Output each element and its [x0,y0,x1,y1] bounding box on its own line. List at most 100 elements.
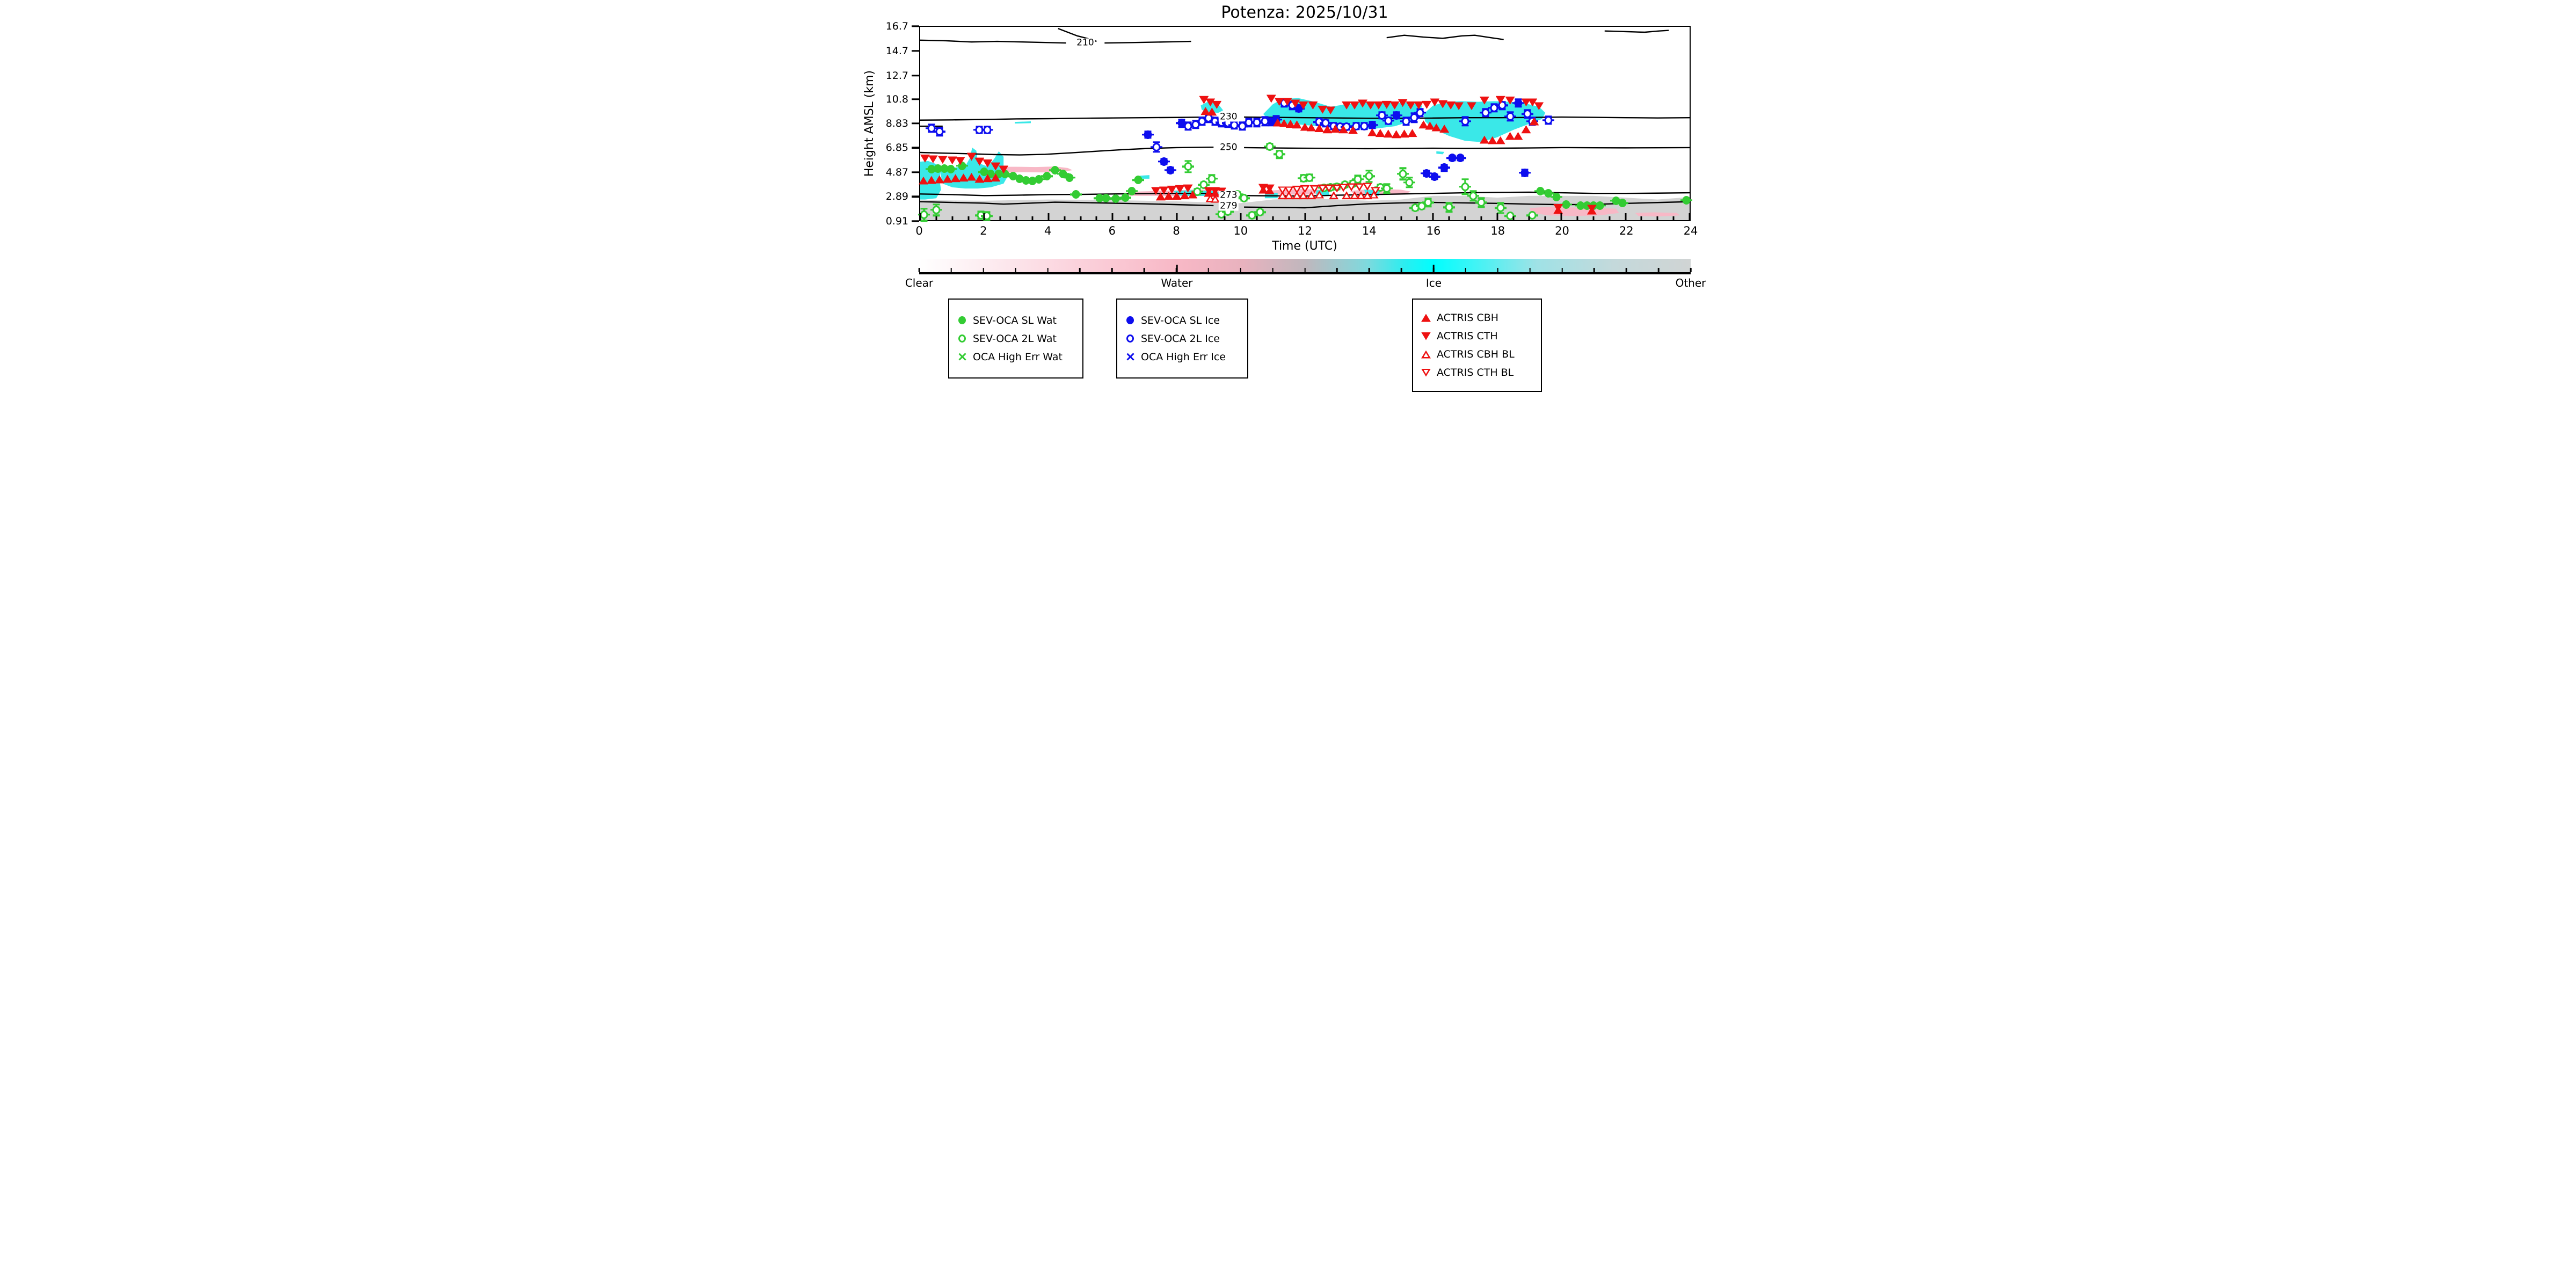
y-tick-label: 4.87 [885,166,908,178]
legend-item: OCA High Err Wat [957,351,1075,363]
x-tick-label: 10 [1233,224,1248,237]
x-tick-label: 16 [1426,224,1441,237]
colorbar-minor-tick [1047,268,1049,272]
x-minor-tick [1272,216,1274,220]
x-minor-tick [1480,216,1482,220]
colorbar-label-ice: Ice [1425,276,1442,289]
plot-area: 210 230 250 273 279 [918,26,1693,222]
errorbar-cap [1406,176,1413,179]
colorbar-minor-tick [918,268,920,272]
y-tick-label: 6.85 [885,142,908,154]
x-minor-tick [1015,216,1017,220]
errorbar-cap [1497,202,1504,204]
colorbar-minor-tick [1143,268,1145,272]
y-major-tick [912,122,919,125]
legend-marker-bo-icon [1125,333,1136,344]
y-major-tick [912,171,919,173]
contour-line-210 [920,40,1066,43]
marker-go [1469,191,1478,200]
figure-title: Potenza: 2025/10/31 [1221,3,1388,22]
marker-go [1506,212,1515,221]
marker-gf [1102,194,1110,203]
marker-bf [1368,120,1377,129]
y-tick-label: 2.89 [885,191,908,203]
legend-label: SEV-OCA 2L Wat [973,332,1057,345]
legend-marker-bx-icon [1125,352,1136,362]
marker-bo [1481,108,1490,118]
errorbar-cap [1406,186,1413,188]
x-major-tick [1496,213,1498,220]
y-major-tick [912,75,919,77]
errorbar-cap [1461,178,1469,180]
colorbar-minor-tick [1465,268,1467,272]
x-minor-tick [1336,216,1338,220]
x-major-tick [1304,213,1306,220]
errorbar-cap [1399,167,1407,170]
x-major-tick [1689,213,1691,220]
marker-gf [1682,195,1691,205]
legend-item: ACTRIS CBH [1421,311,1533,324]
marker-gf [1095,194,1104,203]
x-minor-tick [1127,216,1130,220]
colorbar-minor-tick [1079,268,1081,272]
marker-bf [1422,169,1431,178]
marker-gf [1552,193,1561,202]
colorbar-minor-tick [1561,268,1563,272]
legend-marker-rcbhbl-icon [1421,349,1431,360]
x-major-tick [1368,213,1370,220]
x-minor-tick [1064,216,1066,220]
errorbar-cap [1365,170,1373,172]
errorbar-cap [1410,112,1417,114]
marker-go [1365,172,1373,181]
marker-gf [1127,186,1136,195]
marker-gf [940,164,949,173]
legend-item: SEV-OCA SL Ice [1125,314,1240,327]
x-minor-tick [1656,216,1658,220]
marker-bo [1152,142,1161,151]
x-tick-label: 6 [1108,224,1116,237]
marker-bf [1520,168,1529,177]
marker-bf [1392,111,1401,120]
x-axis-label: Time (UTC) [1272,239,1337,253]
legend-ice: SEV-OCA SL Ice SEV-OCA 2L Ice OCA High Err… [1116,299,1248,379]
legend-marker-rcthbl-icon [1421,367,1431,378]
contour-line-230 [920,117,1213,120]
marker-bo [1261,117,1269,126]
x-minor-tick [1256,216,1258,220]
marker-go [920,210,928,219]
x-minor-tick [935,216,937,220]
legend-marker-rcth-icon [1421,331,1431,341]
legend-label: ACTRIS CBH [1437,312,1499,324]
marker-go [1496,203,1505,213]
marker-bf [1144,130,1152,140]
colorbar-minor-tick [1368,268,1370,272]
x-minor-tick [1400,216,1402,220]
marker-gf [986,169,995,178]
marker-gf [1022,176,1030,185]
marker-gf [1562,200,1570,209]
x-minor-tick [1528,216,1530,220]
colorbar-major-tick [1433,265,1435,272]
marker-bf [1440,163,1449,172]
x-minor-tick [1416,216,1418,220]
marker-gf [1134,176,1143,185]
y-tick-label: 0.91 [885,215,908,227]
y-major-tick [912,147,919,149]
marker-bf [1430,172,1439,181]
colorbar-minor-tick [1015,268,1016,272]
marker-bo [1490,104,1498,112]
x-minor-tick [1640,216,1642,220]
x-tick-label: 4 [1044,224,1052,237]
x-major-tick [1432,213,1434,220]
marker-bo [1402,117,1410,126]
marker-gf [1576,201,1585,210]
marker-go [1248,211,1256,220]
errorbar-cap [1261,125,1269,127]
contour-line-210 [1605,31,1669,32]
y-tick-label: 12.7 [885,69,908,82]
legend-label: SEV-OCA SL Wat [973,314,1057,326]
x-minor-tick [1512,216,1515,220]
x-minor-tick [1031,216,1034,220]
legend-marker-go-icon [957,333,967,344]
legend-item: ACTRIS CTH BL [1421,366,1533,379]
